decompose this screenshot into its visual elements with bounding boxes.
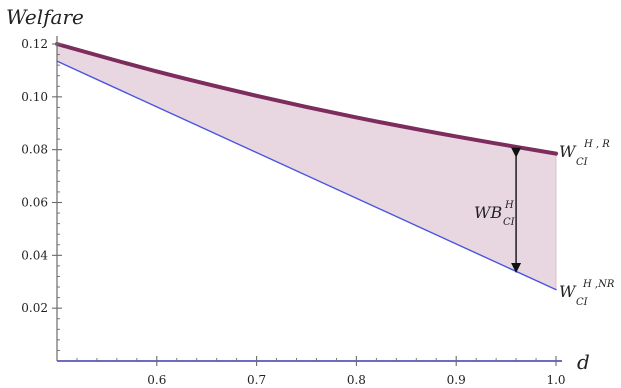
series-w-ci-h-r-label-sup: H , R <box>583 139 610 150</box>
x-tick-label: 0.9 <box>447 373 466 387</box>
y-tick-label: 0.08 <box>21 143 48 157</box>
y-tick-label: 0.12 <box>21 37 48 51</box>
series-w-ci-h-r-label-sub: CI <box>576 157 589 168</box>
y-axis-title: Welfare <box>6 5 84 29</box>
y-tick-label: 0.04 <box>21 248 48 262</box>
x-tick-label: 0.7 <box>247 373 266 387</box>
welfare-difference-label-main: WB <box>474 203 502 222</box>
x-axis-title: d <box>577 350 590 374</box>
series-w-ci-h-r-label-main: W <box>559 142 577 161</box>
welfare-difference-label-sup: H <box>504 200 514 211</box>
y-tick-label: 0.10 <box>21 90 48 104</box>
x-tick-label: 1.0 <box>546 373 565 387</box>
series-w-ci-h-nr-line <box>56 60 557 291</box>
x-tick-label: 0.6 <box>147 373 166 387</box>
y-tick-label: 0.06 <box>21 196 48 210</box>
series-w-ci-h-nr-label-sup: H ,NR <box>582 279 615 290</box>
series-w-ci-h-nr-label-sub: CI <box>576 297 589 308</box>
x-tick-label: 0.8 <box>347 373 366 387</box>
series-w-ci-h-nr-label-main: W <box>559 282 577 301</box>
series-w-ci-h-r-line <box>55 42 558 156</box>
welfare-difference-label-sub: CI <box>503 217 516 228</box>
y-tick-label: 0.02 <box>21 301 48 315</box>
welfare-difference-area <box>56 43 557 291</box>
